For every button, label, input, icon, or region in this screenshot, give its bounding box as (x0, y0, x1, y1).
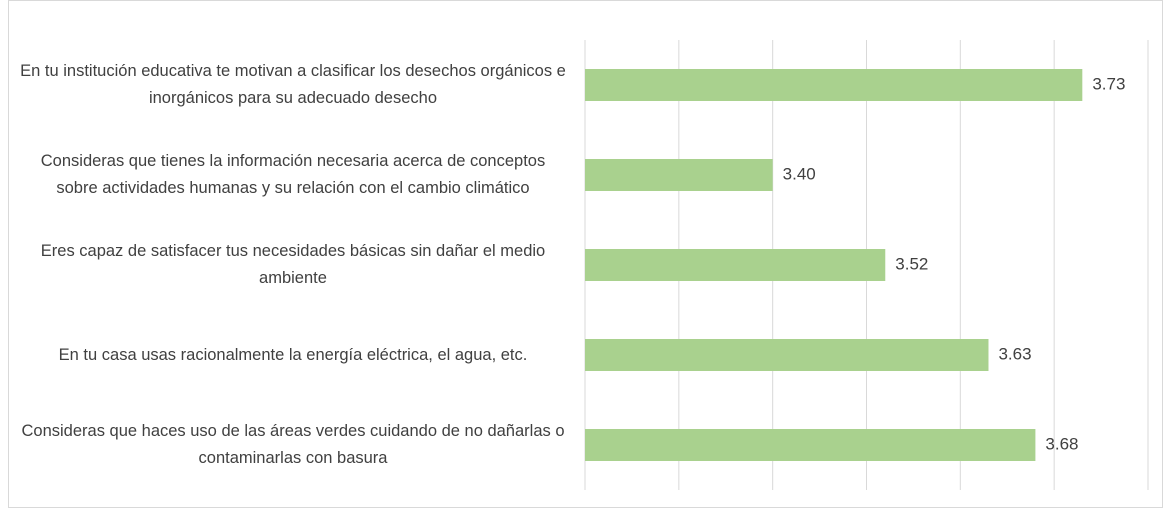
category-label: Consideras que tienes la información nec… (40, 152, 546, 197)
bar (585, 69, 1083, 101)
data-label: 3.52 (895, 254, 928, 273)
data-label: 3.63 (998, 344, 1031, 363)
data-label: 3.73 (1092, 74, 1125, 93)
bar (585, 159, 773, 191)
data-label: 3.68 (1045, 434, 1078, 453)
bar (585, 429, 1036, 461)
category-label: En tu institución educativa te motivan a… (20, 62, 566, 107)
data-label: 3.40 (783, 164, 816, 183)
category-label: Eres capaz de satisfacer tus necesidades… (40, 242, 546, 287)
bar (585, 249, 886, 281)
category-label: En tu casa usas racionalmente la energía… (58, 345, 528, 364)
category-label: Consideras que haces uso de las áreas ve… (21, 422, 565, 467)
bar (585, 339, 989, 371)
